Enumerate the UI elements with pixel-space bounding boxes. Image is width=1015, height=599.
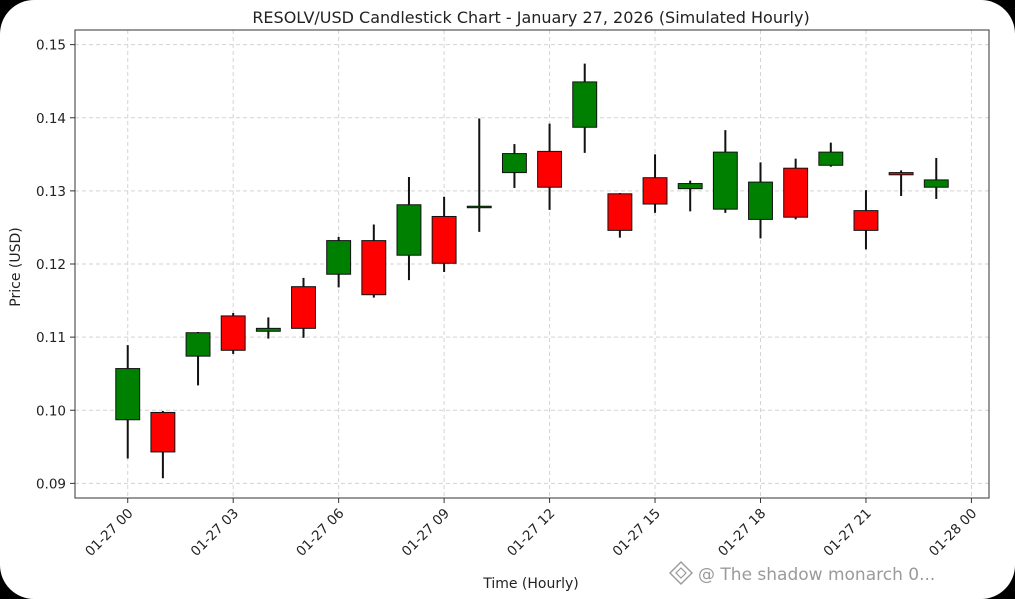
candle-body-down (783, 167, 809, 218)
candle (396, 176, 422, 281)
candle-body-up (255, 327, 281, 332)
y-tick-label: 0.12 (36, 257, 66, 273)
candle-body-up (115, 368, 141, 421)
x-tick-label: 01-27 00 (82, 506, 136, 560)
candle-body-up (572, 81, 598, 128)
x-tick-label: 01-27 06 (293, 506, 347, 560)
chart-title: RESOLV/USD Candlestick Chart - January 2… (252, 8, 809, 27)
x-tick-label: 01-27 12 (504, 506, 558, 560)
y-axis: 0.09 0.10 0.11 0.12 0.13 0.14 0.15 (36, 38, 75, 492)
candles (115, 63, 949, 479)
y-tick-label: 0.15 (36, 38, 66, 54)
y-tick-label: 0.10 (36, 403, 66, 419)
candle (431, 196, 457, 273)
candle (748, 162, 773, 239)
candle (818, 142, 844, 167)
diamond-logo-icon (669, 561, 693, 585)
candle-body-down (888, 172, 914, 176)
candle-body-up (501, 153, 527, 174)
candle (255, 317, 281, 339)
candle (291, 277, 316, 338)
y-tick-label: 0.09 (36, 476, 66, 492)
candle-body-up (748, 181, 773, 220)
candle (150, 410, 176, 479)
candle (220, 312, 246, 354)
candle (572, 63, 598, 153)
candle (783, 158, 809, 220)
candle-body-up (818, 151, 844, 166)
candle-body-down (220, 315, 246, 351)
candle-body-up (326, 240, 352, 275)
x-axis-label: Time (Hourly) (482, 576, 579, 592)
candle-body-up (712, 151, 738, 210)
candle (501, 144, 527, 188)
candle (853, 190, 879, 250)
y-tick-label: 0.13 (36, 184, 66, 200)
candle (607, 193, 633, 238)
candle (642, 154, 668, 213)
candle (537, 123, 563, 210)
candle-body-up (677, 183, 703, 190)
candle-body-down (607, 193, 633, 231)
watermark-text: @ The shadow monarch 0... (698, 565, 935, 585)
x-axis: 01-27 00 01-27 03 01-27 06 01-27 09 01-27 12… (82, 498, 980, 560)
candle-body-up (396, 204, 422, 256)
candle (326, 236, 352, 288)
x-tick-label: 01-27 18 (715, 506, 769, 560)
candle-body-down (853, 210, 879, 231)
candle-body-down (361, 240, 387, 296)
candle (677, 180, 703, 212)
candle (923, 157, 949, 199)
candle (361, 224, 387, 298)
candle (466, 118, 492, 232)
x-tick-label: 01-27 15 (610, 506, 664, 560)
candle-body-down (150, 411, 176, 453)
watermark: @ The shadow monarch 0... (669, 561, 935, 585)
x-tick-label: 01-27 21 (821, 506, 875, 560)
x-tick-label: 01-28 00 (926, 506, 980, 560)
x-tick-label: 01-27 03 (188, 506, 242, 560)
candle-body-up (466, 205, 492, 209)
x-tick-label: 01-27 09 (399, 506, 453, 560)
candle (712, 130, 738, 213)
y-tick-label: 0.11 (36, 330, 66, 346)
candle (185, 332, 211, 386)
candle-body-down (642, 177, 668, 205)
candle (888, 170, 914, 196)
candle (115, 345, 141, 459)
y-tick-label: 0.14 (36, 111, 66, 127)
grid (75, 30, 989, 498)
candle-body-up (923, 179, 949, 188)
candle-body-up (185, 332, 211, 357)
candle-body-down (431, 215, 457, 264)
candle-body-down (537, 150, 563, 188)
y-axis-label: Price (USD) (8, 227, 24, 306)
candle-body-down (291, 286, 316, 329)
